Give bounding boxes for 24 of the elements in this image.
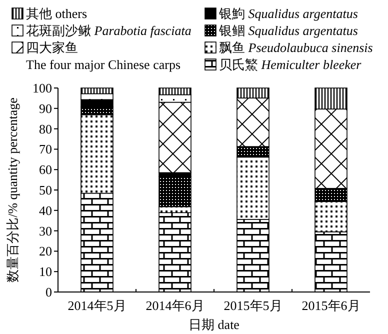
legend-label: 花斑副沙鳅 Parabotia fasciata — [26, 23, 192, 38]
x-axis-title: 日期 date — [188, 317, 240, 332]
legend-label: 其他 others — [26, 6, 88, 21]
y-tick-label: 30 — [39, 223, 52, 238]
legend-label: 四大家鱼 The four major Chinese carps — [26, 40, 181, 72]
x-tick-label: 2014年5月 — [68, 298, 126, 313]
x-tick-label: 2015年5月 — [224, 298, 282, 313]
y-tick-label: 70 — [39, 142, 52, 157]
x-tick-label: 2015年6月 — [302, 298, 360, 313]
y-tick-label: 100 — [32, 80, 52, 96]
y-tick-label: 80 — [39, 121, 52, 136]
y-tick-label: 60 — [39, 162, 52, 178]
y-tick-label: 20 — [39, 244, 52, 259]
legend-label: 银鮈 Squalidus argentatus — [218, 6, 358, 21]
legend-label: 贝氏鰵 Hemiculter bleeker — [219, 57, 362, 72]
y-tick-label: 50 — [39, 182, 52, 198]
legend-label: 银鲴 Squalidus argentatus — [218, 23, 358, 38]
legend-label: 飘鱼 Pseudolaubuca sinensis — [219, 40, 373, 55]
y-tick-label: 40 — [39, 202, 52, 218]
x-tick-label: 2014年6月 — [146, 298, 204, 313]
y-tick-label: 0 — [46, 284, 52, 300]
y-tick-label: 10 — [39, 264, 52, 280]
y-tick-label: 90 — [39, 100, 52, 116]
y-axis-title: 数量百分比/% quantity percentage — [5, 97, 20, 282]
